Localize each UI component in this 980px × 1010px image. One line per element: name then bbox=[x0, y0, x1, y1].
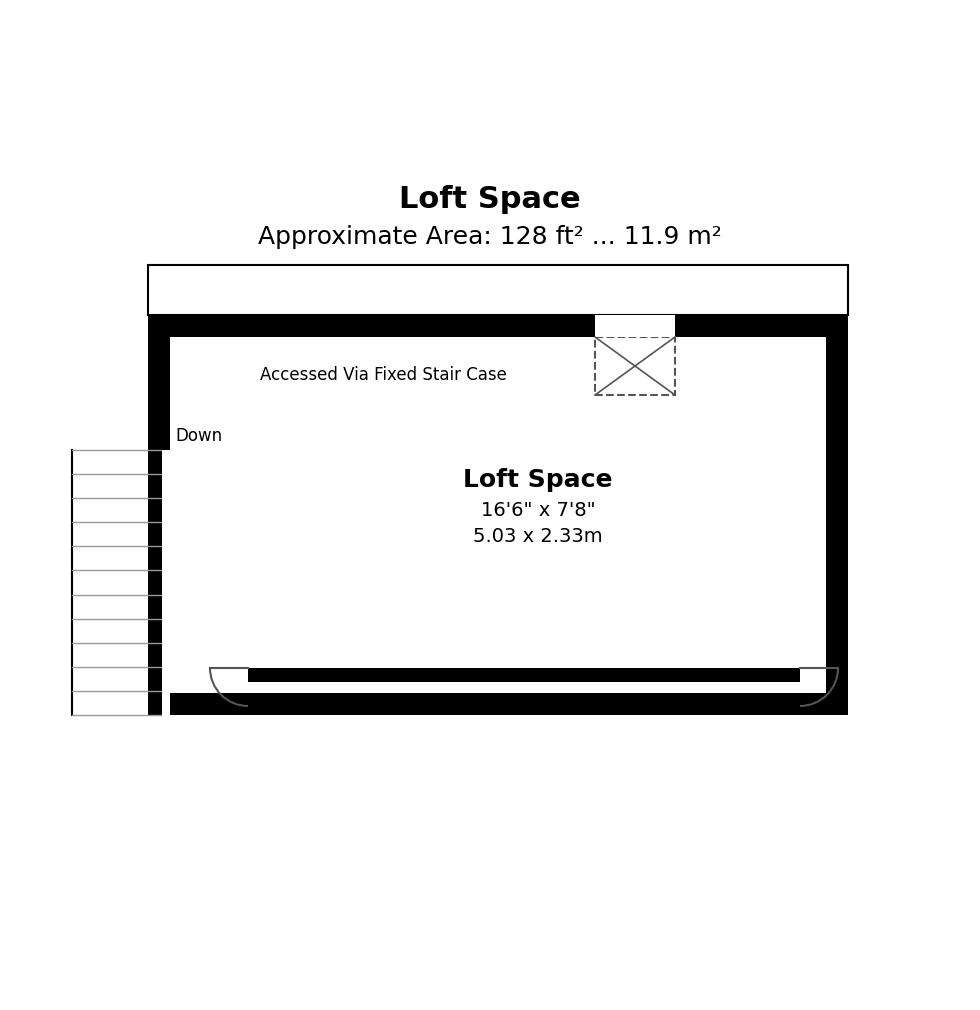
Bar bbox=[248, 668, 800, 682]
Text: Loft Space: Loft Space bbox=[399, 186, 581, 214]
Text: 5.03 x 2.33m: 5.03 x 2.33m bbox=[473, 527, 603, 546]
Text: Eaves Space: Eaves Space bbox=[441, 696, 555, 714]
Bar bbox=[595, 315, 675, 337]
Bar bbox=[595, 337, 675, 395]
Text: Loft Space: Loft Space bbox=[464, 468, 612, 492]
Bar bbox=[148, 450, 170, 715]
Text: Down: Down bbox=[175, 427, 222, 445]
Text: 16'6" x 7'8": 16'6" x 7'8" bbox=[480, 501, 595, 519]
Text: Approximate Area: 128 ft² ... 11.9 m²: Approximate Area: 128 ft² ... 11.9 m² bbox=[258, 225, 722, 249]
Bar bbox=[148, 450, 162, 715]
Bar bbox=[72, 450, 170, 715]
Bar bbox=[148, 315, 170, 715]
Bar bbox=[148, 315, 848, 337]
Bar bbox=[826, 315, 848, 715]
Bar bbox=[148, 265, 848, 315]
Bar bbox=[148, 693, 848, 715]
Bar bbox=[148, 315, 848, 715]
Text: Accessed Via Fixed Stair Case: Accessed Via Fixed Stair Case bbox=[260, 366, 507, 384]
